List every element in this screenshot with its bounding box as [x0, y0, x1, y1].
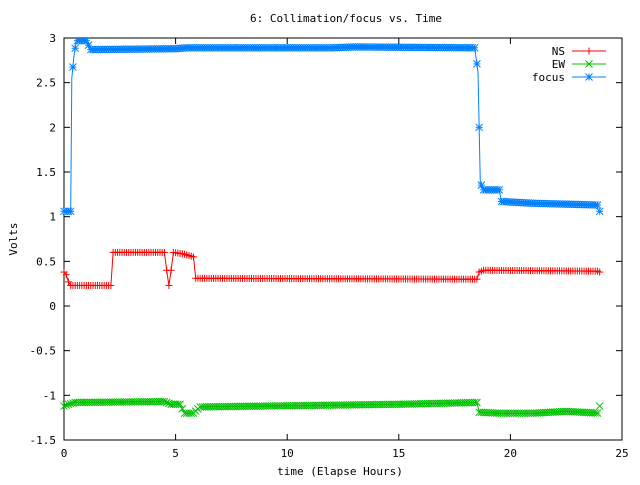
x-tick-label: 10 — [281, 447, 294, 460]
x-tick-label: 15 — [392, 447, 405, 460]
chart-title: 6: Collimation/focus vs. Time — [250, 12, 442, 25]
series-EW — [60, 397, 604, 418]
y-tick-label: -0.5 — [30, 345, 57, 358]
y-tick-label: 0.5 — [36, 255, 56, 268]
data-point — [596, 268, 604, 276]
legend-item-focus: focus — [532, 71, 606, 84]
data-point — [64, 400, 73, 409]
y-tick-label: 2.5 — [36, 77, 56, 90]
series-focus — [60, 36, 604, 216]
data-point — [160, 397, 169, 406]
data-point — [107, 281, 115, 289]
axis-ticks: -1.5 -1 -0.5 0 0.5 1 1.5 2 2.5 3 0 5 10 15 20 25 — [30, 32, 629, 460]
data-point — [62, 401, 71, 410]
data-point — [189, 253, 197, 261]
x-tick-label: 0 — [61, 447, 68, 460]
y-tick-label: 1.5 — [36, 166, 56, 179]
data-point — [69, 63, 77, 71]
data-point — [593, 409, 602, 417]
data-point — [595, 402, 604, 410]
data-point — [495, 186, 504, 194]
data-point — [595, 207, 604, 216]
x-tick-label: 20 — [504, 447, 517, 460]
data-point — [591, 409, 600, 417]
data-point — [473, 60, 481, 68]
data-point — [176, 400, 184, 409]
y-tick-label: 1 — [49, 211, 56, 224]
x-tick-label: 25 — [615, 447, 628, 460]
series-line-focus — [64, 40, 600, 212]
y-tick-label: -1.5 — [30, 434, 57, 447]
data-point — [62, 271, 70, 279]
data-point — [64, 278, 72, 286]
data-point — [66, 207, 75, 216]
y-tick-label: 3 — [49, 32, 56, 45]
data-point — [167, 266, 175, 274]
legend-marker — [585, 47, 593, 55]
data-point — [162, 398, 171, 407]
data-point — [593, 201, 602, 209]
plot-frame — [63, 37, 623, 441]
legend-item-NS: NS — [552, 45, 606, 58]
y-tick-label: 2 — [49, 121, 56, 134]
data-point — [475, 123, 484, 132]
data-point — [473, 398, 481, 407]
legend-label: NS — [552, 45, 565, 58]
data-point — [187, 409, 196, 418]
series-layer — [60, 36, 604, 418]
x-axis-label: time (Elapse Hours) — [277, 465, 403, 478]
x-tick-label: 5 — [172, 447, 179, 460]
legend-marker — [585, 73, 593, 81]
legend-label: focus — [532, 71, 565, 84]
legend-item-EW: EW — [552, 58, 606, 71]
data-point — [66, 399, 75, 408]
data-point — [71, 44, 80, 53]
data-point — [160, 248, 168, 256]
legend-marker — [585, 60, 593, 68]
y-tick-label: 0 — [49, 300, 56, 313]
y-tick-label: -1 — [43, 389, 56, 402]
data-point — [473, 275, 481, 283]
y-axis-label: Volts — [7, 222, 20, 255]
data-point — [470, 398, 479, 407]
data-point — [470, 43, 479, 52]
data-point — [165, 281, 173, 289]
data-point — [60, 402, 68, 410]
legend-label: EW — [552, 58, 566, 71]
series-NS — [60, 248, 604, 289]
